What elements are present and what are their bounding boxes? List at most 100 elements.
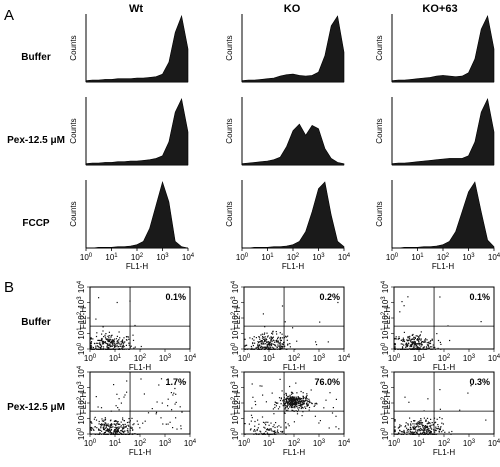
event-dot (262, 313, 264, 315)
event-dot (430, 433, 432, 435)
event-dot (281, 305, 284, 307)
event-dot (420, 429, 422, 431)
histogram-area-fccp-wt (86, 180, 189, 249)
event-dot (131, 427, 133, 429)
event-dot (267, 346, 269, 348)
event-dot (416, 346, 418, 348)
event-dot (400, 425, 402, 427)
event-dot (286, 339, 288, 341)
event-dot (422, 431, 424, 433)
event-dot (102, 340, 104, 343)
event-dot (418, 346, 420, 348)
y-tick-label: 104 (231, 280, 240, 293)
event-dot (264, 332, 266, 334)
event-dot (117, 423, 119, 425)
event-dot (300, 401, 302, 403)
event-dot (437, 339, 440, 342)
event-dot (91, 422, 93, 424)
event-dot (258, 345, 260, 347)
event-dot (308, 398, 310, 400)
event-dot (273, 432, 275, 434)
event-dot (257, 419, 259, 421)
event-dot (294, 396, 296, 398)
event-dot (409, 432, 411, 435)
event-dot (107, 339, 109, 341)
event-dot (269, 346, 271, 349)
event-dot (260, 346, 262, 348)
event-dot (267, 421, 269, 423)
event-dot (264, 336, 266, 338)
event-dot (279, 340, 282, 342)
event-dot (121, 433, 123, 435)
event-dot (426, 347, 428, 349)
event-dot (277, 336, 279, 338)
event-dot (126, 391, 128, 393)
event-dot (418, 348, 420, 350)
event-dot (448, 431, 450, 433)
event-dot (429, 342, 432, 345)
event-dot (285, 348, 287, 350)
event-dot (110, 410, 112, 412)
event-dot (274, 404, 276, 406)
event-dot (108, 344, 110, 346)
event-dot (291, 409, 293, 411)
event-dot (436, 418, 438, 420)
event-dot (98, 297, 100, 299)
event-dot (244, 348, 246, 350)
y-tick-label: 104 (231, 365, 240, 378)
event-dot (274, 401, 276, 403)
event-dot (278, 397, 281, 399)
event-dot (285, 336, 288, 338)
event-dot (90, 343, 92, 345)
event-dot (287, 397, 289, 400)
x-tick-label: 101 (413, 439, 426, 448)
event-dot (397, 338, 399, 340)
event-dot (111, 345, 113, 347)
event-dot (120, 345, 122, 347)
event-dot (127, 424, 129, 426)
event-dot (111, 334, 113, 336)
event-dot (275, 431, 277, 434)
event-dot (109, 424, 111, 426)
event-dot (287, 344, 289, 346)
event-dot (304, 400, 306, 402)
event-dot (278, 345, 280, 347)
event-dot (115, 430, 117, 432)
event-dot (271, 332, 273, 334)
event-dot (261, 343, 263, 345)
event-dot (409, 431, 411, 433)
event-dot (298, 407, 300, 409)
event-dot (253, 433, 255, 435)
event-dot (411, 344, 413, 346)
event-dot (109, 430, 111, 432)
event-dot (284, 405, 287, 407)
event-dot (102, 343, 104, 345)
event-dot (425, 425, 427, 427)
event-dot (440, 343, 442, 345)
event-dot (90, 429, 92, 431)
event-dot (402, 340, 404, 342)
row-label-a-pex: Pex-12.5 μM (7, 135, 65, 146)
y-tick-label: 104 (77, 365, 86, 378)
event-dot (287, 343, 289, 345)
event-dot (272, 430, 274, 432)
event-dot (276, 348, 278, 350)
event-dot (314, 415, 316, 417)
event-dot (280, 348, 282, 350)
event-dot (114, 344, 116, 346)
event-dot (127, 431, 129, 433)
event-dot (251, 383, 253, 385)
event-dot (301, 415, 303, 417)
event-dot (418, 341, 420, 343)
event-dot (403, 429, 405, 432)
event-dot (121, 342, 123, 344)
event-dot (119, 426, 121, 428)
event-dot (113, 423, 115, 425)
y-axis-label: FL2-H (233, 392, 242, 414)
event-dot (332, 407, 334, 409)
event-dot (270, 422, 272, 424)
event-dot (404, 432, 406, 434)
event-dot (252, 345, 254, 347)
event-dot (108, 347, 110, 349)
event-dot (102, 326, 104, 328)
